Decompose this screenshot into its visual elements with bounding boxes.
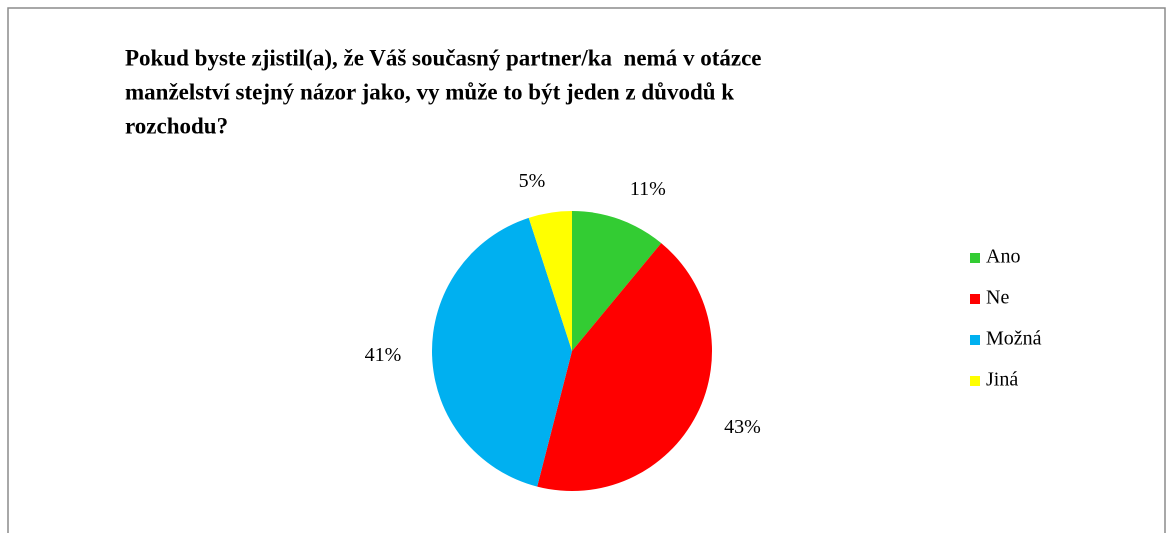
data-label: 43%: [724, 416, 761, 438]
legend-label: Jiná: [986, 369, 1018, 391]
data-label: 5%: [519, 170, 546, 192]
chart-title: manželství stejný názor jako, vy může to…: [125, 79, 734, 104]
legend-label: Ano: [986, 246, 1020, 268]
chart-title: Pokud byste zjistil(a), že Váš současný …: [125, 45, 762, 70]
legend-swatch: [970, 376, 980, 386]
pie-slice: [528, 211, 572, 351]
legend-swatch: [970, 253, 980, 263]
legend-label: Ne: [986, 287, 1009, 309]
legend-swatch: [970, 294, 980, 304]
legend-label: Možná: [986, 328, 1042, 350]
pie-slice: [431, 217, 572, 487]
pie-slice: [537, 243, 713, 491]
chart-frame: [7, 7, 1166, 533]
data-label: 11%: [630, 178, 666, 200]
chart-title: rozchodu?: [125, 113, 228, 138]
pie-slice: [572, 211, 662, 351]
legend-swatch: [970, 335, 980, 345]
data-label: 41%: [365, 344, 402, 366]
